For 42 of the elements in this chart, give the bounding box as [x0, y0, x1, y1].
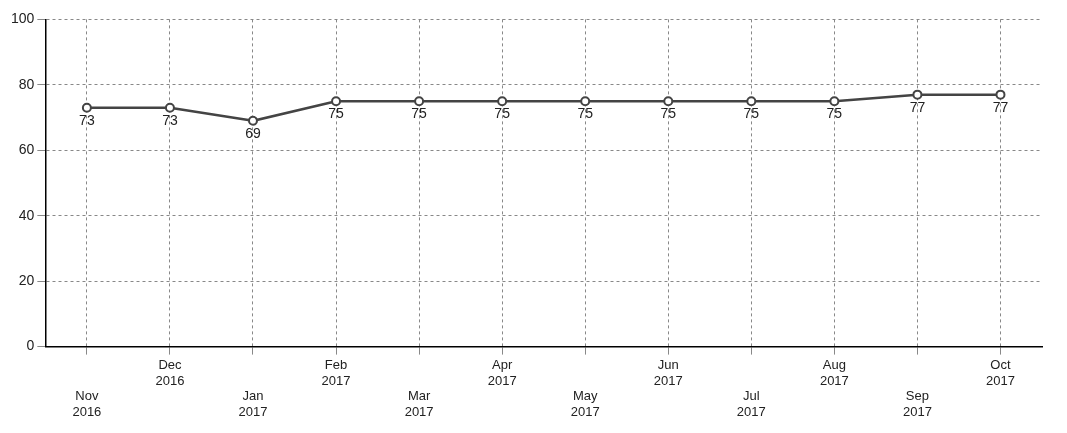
point	[414, 96, 425, 107]
x-tick-label: Oct 2017	[986, 356, 1015, 388]
y-tick-label: 40	[18, 206, 35, 223]
data-label: 75	[743, 105, 760, 122]
point	[995, 89, 1006, 100]
x-tick-label: Nov 2016	[72, 388, 102, 419]
data-label: 77	[992, 98, 1009, 115]
data-label: 75	[826, 105, 843, 122]
x-tick-label: Dec 2016	[155, 356, 185, 388]
x-tick-label: Apr 2017	[487, 356, 517, 388]
y-tick-label: 20	[18, 272, 35, 289]
data-label: 77	[909, 98, 926, 115]
x-tick-label: Sep 2017	[902, 388, 932, 419]
point	[580, 96, 591, 107]
x-tick-label: May 2017	[570, 388, 600, 419]
point	[829, 96, 840, 107]
point	[331, 96, 342, 107]
y-tick-label: 100	[11, 10, 35, 27]
point	[81, 102, 92, 113]
point	[247, 115, 258, 126]
data-label: 73	[162, 111, 178, 128]
x-tick-label: Feb 2017	[321, 356, 351, 388]
data-label: 75	[577, 105, 594, 122]
x-tick-label: Jan 2017	[238, 388, 268, 419]
y-tick-label: 60	[18, 141, 35, 158]
point	[746, 96, 757, 107]
data-label: 73	[79, 111, 95, 128]
x-tick-label: Jun 2017	[653, 356, 683, 388]
point	[663, 96, 674, 107]
data-label: 75	[660, 105, 677, 122]
y-tick-label: 80	[18, 75, 35, 92]
x-tick-label: Aug 2017	[819, 356, 849, 388]
data-label: 75	[494, 105, 511, 122]
data-label: 75	[328, 105, 345, 122]
point	[912, 89, 923, 100]
x-tick-label: Jul 2017	[736, 388, 766, 419]
point	[164, 102, 175, 113]
point	[497, 96, 508, 107]
y-tick-label: 0	[26, 337, 35, 354]
x-tick-label: Mar 2017	[404, 388, 434, 419]
data-label: 75	[411, 105, 428, 122]
data-label: 69	[245, 124, 261, 141]
